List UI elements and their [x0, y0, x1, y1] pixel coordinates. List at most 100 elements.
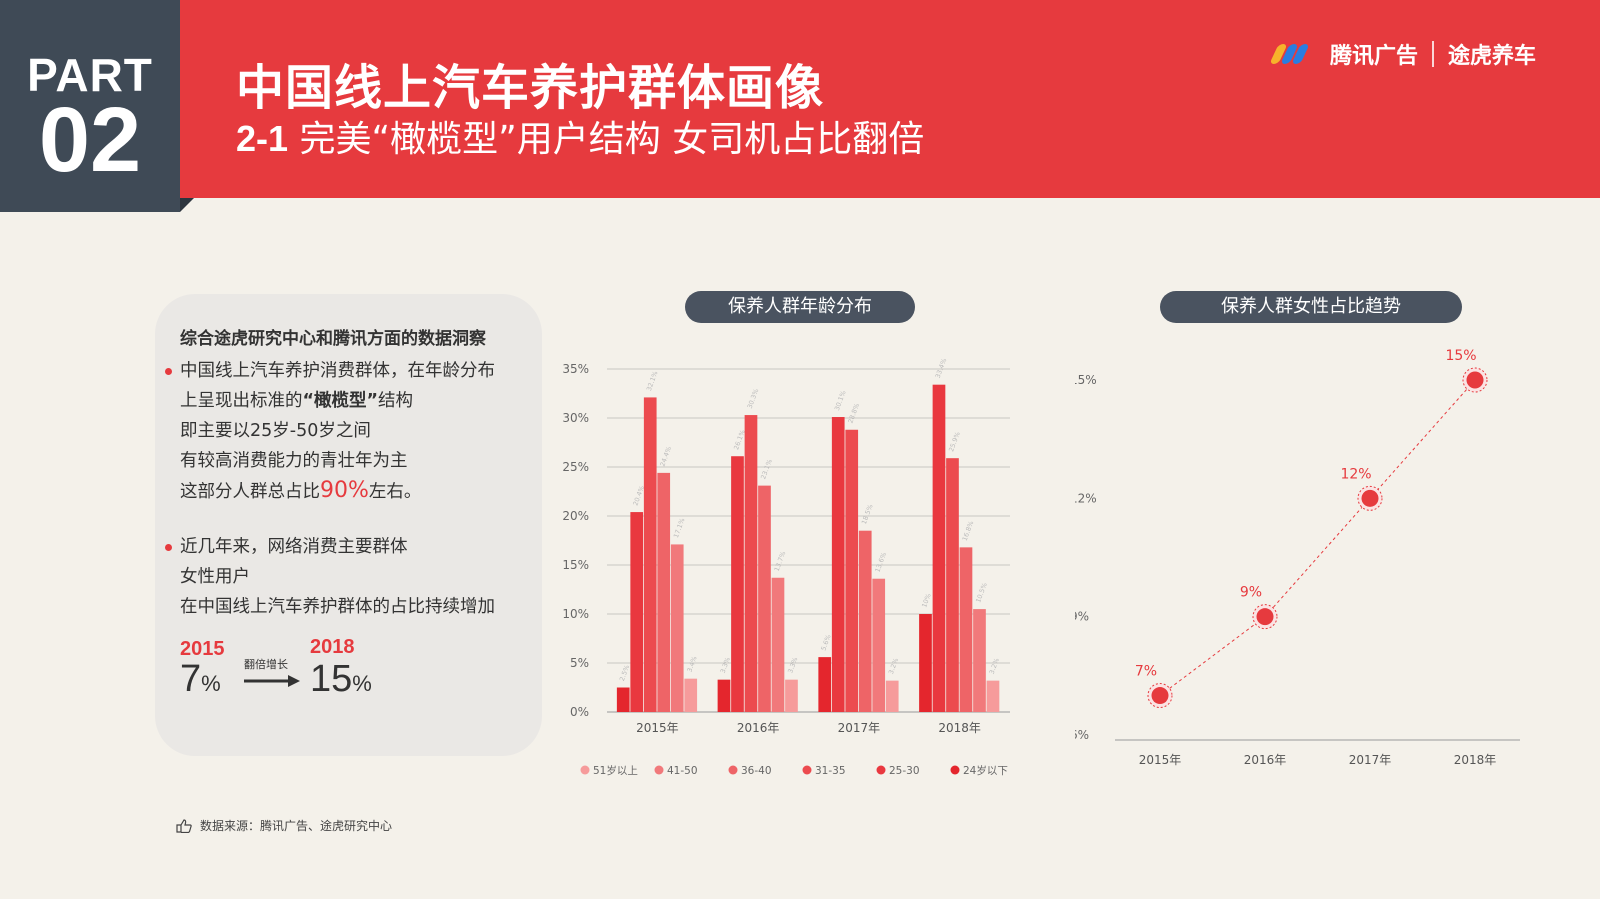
bullet-text: 结构	[378, 391, 414, 411]
stat-unit: %	[201, 671, 221, 696]
y-tick-label: 25%	[562, 460, 589, 474]
bar	[643, 397, 657, 712]
y-tick-label: 15%	[562, 558, 589, 572]
bullet-text: 即主要以25岁-50岁之间	[180, 421, 371, 441]
bar	[731, 456, 744, 712]
growth-stat: 2015 7% 翻倍增长 2018 15%	[180, 636, 520, 706]
x-tick-label: 2018年	[938, 721, 981, 735]
legend-label: 24岁以下	[963, 764, 1008, 777]
part-badge-fold	[180, 198, 194, 212]
legend-label: 36-40	[741, 765, 772, 777]
age-distribution-chart: 0%5%10%15%20%25%30%35%2.5%20.4%32.1%24.4…	[562, 357, 1010, 777]
bar	[670, 544, 684, 712]
bar	[919, 614, 932, 712]
legend-swatch	[950, 765, 960, 775]
insight-bullet-female: 近几年来，网络消费主要群体 女性用户 在中国线上汽车养护群体的占比持续增加	[165, 532, 495, 622]
bar	[946, 458, 959, 712]
bar-value-label: 2.5%	[618, 664, 631, 682]
data-point	[1466, 371, 1484, 389]
right-arrow-icon	[244, 675, 300, 687]
brand-tencent: 腾讯广告	[1329, 44, 1418, 69]
bullet-line: 中国线上汽车养护消费群体，在年龄分布	[165, 356, 495, 386]
bar-value-label: 13.6%	[873, 551, 888, 573]
trend-line	[1159, 379, 1476, 696]
bullet-text: 女性用户	[180, 567, 250, 587]
legend-label: 41-50	[667, 765, 698, 777]
stat-number: 15	[310, 658, 353, 700]
bar-value-label: 5.6%	[819, 634, 832, 652]
bar-value-label: 3.3%	[719, 656, 732, 674]
bar	[717, 679, 731, 712]
stat-year-from: 2015	[180, 638, 225, 660]
bar-value-label: 23.1%	[759, 458, 774, 480]
y-tick-label: 20%	[562, 509, 589, 523]
bullet-text: 左右。	[368, 482, 422, 502]
bar-value-label: 16.8%	[961, 520, 976, 542]
bar-value-label: 24.4%	[658, 445, 673, 467]
brand-separator	[1431, 41, 1434, 67]
part-word: PART	[27, 49, 153, 101]
bar	[744, 415, 758, 712]
point-value-label: 9%	[1240, 585, 1262, 601]
y-tick-label: 5%	[570, 656, 589, 670]
legend-swatch	[728, 765, 738, 775]
subtitle-number: 2-1	[236, 118, 289, 159]
bullet-line: 即主要以25岁-50岁之间	[165, 416, 495, 446]
bar-value-label: 30.1%	[833, 390, 848, 412]
bullet-dot	[165, 368, 172, 375]
legend-swatch	[802, 765, 812, 775]
tencent-ads-logo-icon	[1269, 44, 1321, 64]
bar-value-label: 25.9%	[947, 431, 962, 453]
y-tick-label: 15%	[1075, 373, 1097, 387]
bar	[771, 577, 785, 712]
data-source: 数据来源：腾讯广告、途虎研究中心	[176, 817, 392, 834]
hand-pointer-icon	[176, 818, 192, 833]
bar	[616, 687, 630, 712]
stat-value-from: 7%	[180, 658, 221, 701]
bar-value-label: 3.4%	[685, 655, 698, 673]
bullet-text: 中国线上汽车养护消费群体，在年龄分布	[180, 361, 495, 381]
y-tick-label: 12%	[1075, 491, 1097, 505]
bar-value-label: 3.3%	[786, 656, 799, 674]
bar	[872, 578, 886, 712]
bar-value-label: 3.2%	[887, 657, 900, 675]
y-tick-label: 9%	[1075, 610, 1089, 624]
legend-label: 31-35	[815, 765, 846, 777]
y-tick-label: 0%	[570, 705, 589, 719]
part-number: 02	[38, 89, 142, 191]
brand-tuhu: 途虎养车	[1447, 44, 1536, 69]
bar-value-label: 32.1%	[645, 370, 660, 392]
y-tick-label: 30%	[562, 411, 589, 425]
bar-value-label: 3.2%	[988, 657, 1001, 675]
x-tick-label: 2015年	[1139, 753, 1182, 767]
bar-value-label: 33.4%	[934, 357, 949, 379]
bullet-line: 这部分人群总占比90%左右。	[165, 476, 495, 507]
bar-value-label: 10.5%	[974, 582, 989, 604]
bar	[973, 609, 986, 712]
bullet-line: 上呈现出标准的“橄榄型”结构	[165, 386, 495, 416]
x-tick-label: 2017年	[838, 721, 881, 735]
bullet-line: 女性用户	[165, 562, 495, 592]
bar	[684, 678, 698, 712]
legend-label: 25-30	[889, 765, 920, 777]
bar	[657, 472, 671, 712]
insight-bullet-age: 中国线上汽车养护消费群体，在年龄分布 上呈现出标准的“橄榄型”结构 即主要以25…	[165, 356, 495, 507]
part-badge: PART 02	[0, 0, 180, 212]
olive-shape-term: “橄榄型”	[302, 391, 379, 411]
brand-logos: 腾讯广告 途虎养车	[1269, 38, 1536, 70]
bar	[959, 547, 973, 712]
bullet-text: 近几年来，网络消费主要群体	[180, 537, 408, 557]
bar	[885, 680, 899, 712]
bar-value-label: 30.3%	[746, 388, 761, 410]
bullet-text: 这部分人群总占比	[180, 482, 320, 502]
y-tick-label: 6%	[1075, 728, 1089, 742]
bar-value-label: 18.5%	[860, 503, 875, 525]
bar	[845, 429, 859, 712]
point-value-label: 15%	[1445, 348, 1476, 364]
page-subtitle: 2-1 完美“橄榄型”用户结构 女司机占比翻倍	[236, 110, 924, 162]
bullet-line: 在中国线上汽车养护群体的占比持续增加	[165, 592, 495, 622]
stat-unit: %	[352, 671, 372, 696]
page-title: 中国线上汽车养护群体画像	[236, 60, 825, 116]
source-text: 数据来源：腾讯广告、途虎研究中心	[200, 819, 393, 833]
bar-value-label: 17.1%	[672, 517, 687, 539]
